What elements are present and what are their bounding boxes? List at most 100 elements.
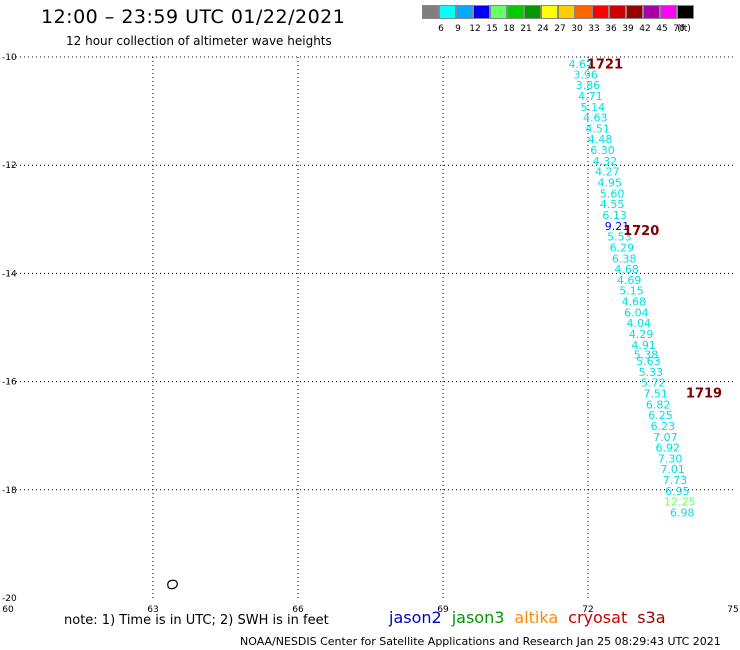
wave-height-value: 4.91 [631,339,656,352]
wave-height-value: 6.82 [646,398,671,411]
map-title: 12:00 – 23:59 UTC 01/22/2021 [41,6,346,28]
wave-height-value: 4.63 [583,112,608,125]
colorbar-label: 30 [571,24,583,34]
colorbar-swatch [660,5,677,19]
lat-tick-label: -20 [2,594,17,604]
colorbar-label: 33 [588,24,600,34]
time-label: 1720 [623,224,659,239]
lon-tick-label: 60 [2,605,14,615]
wave-height-value: 5.14 [581,101,606,114]
colorbar-swatch [643,5,660,19]
wave-height-value: 3.86 [576,79,601,92]
colorbar-label: 39 [622,24,634,34]
wave-height-value: 4.32 [593,155,618,168]
colorbar-swatch [558,5,575,19]
colorbar-swatch [507,5,524,19]
wave-height-value: 4.95 [598,177,623,190]
colorbar-label: 27 [554,24,566,34]
colorbar-swatch [473,5,490,19]
colorbar-label: 24 [537,24,549,34]
wave-height-value: 4.51 [585,122,610,135]
lon-tick-label: 69 [437,605,449,615]
lat-tick-label: -14 [2,269,17,279]
wave-height-value: 6.29 [610,241,635,254]
lat-tick-label: -18 [2,486,17,496]
wave-height-value: 6.95 [665,485,690,498]
wave-height-value: 5.60 [600,187,625,200]
colorbar-swatch [541,5,558,19]
colorbar-label: 45 [656,24,668,34]
wave-height-value: 7.30 [658,452,683,465]
wave-height-value: 7.01 [660,463,685,476]
wave-height-value: 6.92 [656,442,681,455]
wave-height-value: 5.72 [641,377,666,390]
wave-height-value: 5.15 [619,285,644,298]
colorbar-swatch [592,5,609,19]
wave-height-value: 6.04 [624,306,649,319]
lon-tick-label: 72 [582,605,593,615]
wave-height-value: 5.63 [636,355,661,368]
colorbar-swatch [439,5,456,19]
colorbar-label: 12 [469,24,481,34]
wave-height-value: 6.98 [670,507,695,520]
map-grid [8,56,733,598]
colorbar-swatch [677,5,694,19]
wave-height-value: 4.68 [614,263,639,276]
axis-ticks: 60 63 66 69 72 75 -10 -12 -14 -16 -18 -20 [2,53,739,615]
wave-height-value: 5.38 [634,349,659,362]
colorbar-swatch [609,5,626,19]
wave-height-value: 7.73 [663,474,688,487]
wave-height-value: 6.13 [602,209,627,222]
wave-height-value: 12.25 [664,496,696,509]
lat-tick-label: -16 [2,378,17,388]
colorbar-label: 9 [455,24,461,34]
lat-tick-label: -12 [2,161,17,171]
lon-tick-label: 66 [292,605,304,615]
colorbar-label: 42 [639,24,651,34]
satellite-legend: jason2 jason3 altika cryosat s3a [389,608,676,627]
satellite-altika: altika [514,608,559,627]
colorbar-swatch [626,5,643,19]
wave-height-value: 9.21 [605,220,630,233]
lon-tick-label: 63 [147,605,158,615]
island-outline [167,579,178,590]
credit-line: NOAA/NESDIS Center for Satellite Applica… [240,635,721,648]
wave-height-value: 7.51 [643,388,668,401]
wave-height-value: 4.68 [622,296,647,309]
time-label: 1721 [587,57,623,72]
lat-tick-label: -10 [2,53,17,63]
footer-note: note: 1) Time is in UTC; 2) SWH is in fe… [64,613,329,628]
colorbar-swatch [490,5,507,19]
colorbar-label: 6 [438,24,444,34]
wave-height-value: 4.04 [627,317,652,330]
wave-height-value: 7.07 [653,431,678,444]
colorbar-swatch [524,5,541,19]
wave-height-value: 4.29 [629,328,654,341]
wave-height-value: 4.67 [569,58,594,71]
colorbar-label: 70 [673,24,685,34]
wave-height-value: 6.30 [590,144,615,157]
map-subtitle: 12 hour collection of altimeter wave hei… [66,34,332,48]
wave-height-value: 6.25 [648,409,673,422]
colorbar-label: 21 [520,24,532,34]
wave-height-value: 4.69 [617,274,642,287]
colorbar-swatch [575,5,592,19]
island-shape [167,579,178,590]
wave-height-value: 4.48 [588,133,613,146]
satellite-jason2: jason2 [389,608,442,627]
colorbar-unit: (ft) [677,24,691,34]
satellite-s3a: s3a [637,608,666,627]
altimeter-track: 4.673.963.864.715.144.634.514.486.304.32… [569,58,696,519]
wave-height-value: 3.96 [573,68,598,81]
wave-height-value: 4.27 [595,166,620,179]
wave-height-value: 4.71 [578,90,603,103]
satellite-jason3: jason3 [451,608,505,627]
colorbar-label: 36 [605,24,617,34]
time-labels: 1721 1720 1719 [587,57,722,401]
wave-height-value: 6.23 [651,420,676,433]
lon-tick-label: 75 [727,605,738,615]
time-label: 1719 [686,386,722,401]
colorbar-swatch [456,5,473,19]
wave-height-value: 4.55 [600,198,625,211]
